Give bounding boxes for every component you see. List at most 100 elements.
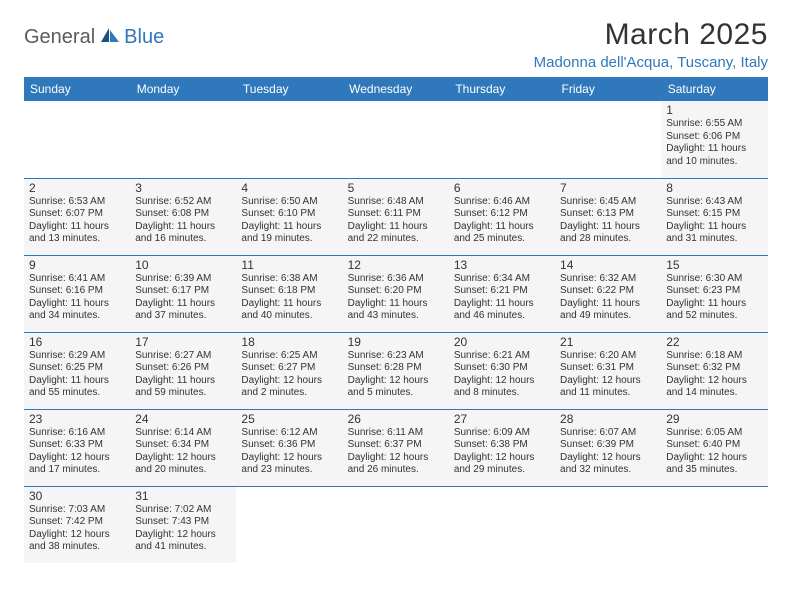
day-number: 12: [348, 258, 444, 272]
sunrise-text: Sunrise: 6:09 AM: [454, 427, 550, 440]
location-text: Madonna dell'Acqua, Tuscany, Italy: [534, 54, 768, 71]
day-number: 6: [454, 181, 550, 195]
day-number: 1: [666, 103, 762, 117]
calendar-week-row: 2Sunrise: 6:53 AMSunset: 6:07 PMDaylight…: [24, 178, 768, 255]
calendar-day-cell: 24Sunrise: 6:14 AMSunset: 6:34 PMDayligh…: [130, 409, 236, 486]
calendar-empty-cell: [236, 486, 342, 563]
calendar-day-cell: 5Sunrise: 6:48 AMSunset: 6:11 PMDaylight…: [343, 178, 449, 255]
day-number: 22: [666, 335, 762, 349]
daylight-text: Daylight: 11 hours and 10 minutes.: [666, 143, 762, 168]
sunset-text: Sunset: 6:10 PM: [241, 208, 337, 221]
day-number: 10: [135, 258, 231, 272]
daylight-text: Daylight: 11 hours and 40 minutes.: [241, 298, 337, 323]
day-number: 28: [560, 412, 656, 426]
daylight-text: Daylight: 11 hours and 19 minutes.: [241, 221, 337, 246]
weekday-header: Thursday: [449, 77, 555, 101]
sunrise-text: Sunrise: 6:23 AM: [348, 350, 444, 363]
calendar-empty-cell: [343, 101, 449, 178]
daylight-text: Daylight: 12 hours and 35 minutes.: [666, 452, 762, 477]
calendar-empty-cell: [24, 101, 130, 178]
weekday-header: Wednesday: [343, 77, 449, 101]
sunset-text: Sunset: 6:25 PM: [29, 362, 125, 375]
daylight-text: Daylight: 12 hours and 41 minutes.: [135, 529, 231, 554]
daylight-text: Daylight: 12 hours and 29 minutes.: [454, 452, 550, 477]
sunset-text: Sunset: 6:26 PM: [135, 362, 231, 375]
sunrise-text: Sunrise: 6:07 AM: [560, 427, 656, 440]
sunrise-text: Sunrise: 6:36 AM: [348, 273, 444, 286]
weekday-header: Monday: [130, 77, 236, 101]
sunset-text: Sunset: 6:11 PM: [348, 208, 444, 221]
sunrise-text: Sunrise: 6:11 AM: [348, 427, 444, 440]
sunrise-text: Sunrise: 6:34 AM: [454, 273, 550, 286]
sunset-text: Sunset: 6:07 PM: [29, 208, 125, 221]
calendar-day-cell: 18Sunrise: 6:25 AMSunset: 6:27 PMDayligh…: [236, 332, 342, 409]
sunset-text: Sunset: 6:36 PM: [241, 439, 337, 452]
day-number: 4: [241, 181, 337, 195]
day-number: 13: [454, 258, 550, 272]
daylight-text: Daylight: 12 hours and 17 minutes.: [29, 452, 125, 477]
calendar-day-cell: 11Sunrise: 6:38 AMSunset: 6:18 PMDayligh…: [236, 255, 342, 332]
daylight-text: Daylight: 12 hours and 32 minutes.: [560, 452, 656, 477]
calendar-day-cell: 14Sunrise: 6:32 AMSunset: 6:22 PMDayligh…: [555, 255, 661, 332]
weekday-header: Sunday: [24, 77, 130, 101]
sunset-text: Sunset: 6:32 PM: [666, 362, 762, 375]
calendar-empty-cell: [449, 486, 555, 563]
daylight-text: Daylight: 11 hours and 22 minutes.: [348, 221, 444, 246]
calendar-day-cell: 1Sunrise: 6:55 AMSunset: 6:06 PMDaylight…: [661, 101, 767, 178]
calendar-day-cell: 22Sunrise: 6:18 AMSunset: 6:32 PMDayligh…: [661, 332, 767, 409]
day-number: 23: [29, 412, 125, 426]
sunset-text: Sunset: 6:22 PM: [560, 285, 656, 298]
calendar-day-cell: 10Sunrise: 6:39 AMSunset: 6:17 PMDayligh…: [130, 255, 236, 332]
sunset-text: Sunset: 6:38 PM: [454, 439, 550, 452]
day-number: 7: [560, 181, 656, 195]
daylight-text: Daylight: 11 hours and 28 minutes.: [560, 221, 656, 246]
sunrise-text: Sunrise: 7:03 AM: [29, 504, 125, 517]
calendar-empty-cell: [449, 101, 555, 178]
daylight-text: Daylight: 11 hours and 37 minutes.: [135, 298, 231, 323]
sunset-text: Sunset: 6:13 PM: [560, 208, 656, 221]
day-number: 30: [29, 489, 125, 503]
day-number: 2: [29, 181, 125, 195]
logo: General Blue: [24, 18, 164, 49]
daylight-text: Daylight: 11 hours and 16 minutes.: [135, 221, 231, 246]
calendar-empty-cell: [130, 101, 236, 178]
sunset-text: Sunset: 6:28 PM: [348, 362, 444, 375]
sunrise-text: Sunrise: 6:30 AM: [666, 273, 762, 286]
calendar-day-cell: 15Sunrise: 6:30 AMSunset: 6:23 PMDayligh…: [661, 255, 767, 332]
day-number: 18: [241, 335, 337, 349]
daylight-text: Daylight: 11 hours and 49 minutes.: [560, 298, 656, 323]
sunrise-text: Sunrise: 6:05 AM: [666, 427, 762, 440]
daylight-text: Daylight: 11 hours and 52 minutes.: [666, 298, 762, 323]
month-title: March 2025: [534, 18, 768, 52]
sunrise-text: Sunrise: 6:38 AM: [241, 273, 337, 286]
calendar-day-cell: 20Sunrise: 6:21 AMSunset: 6:30 PMDayligh…: [449, 332, 555, 409]
calendar-day-cell: 29Sunrise: 6:05 AMSunset: 6:40 PMDayligh…: [661, 409, 767, 486]
day-number: 27: [454, 412, 550, 426]
daylight-text: Daylight: 12 hours and 5 minutes.: [348, 375, 444, 400]
calendar-body: 1Sunrise: 6:55 AMSunset: 6:06 PMDaylight…: [24, 101, 768, 563]
sunset-text: Sunset: 6:37 PM: [348, 439, 444, 452]
calendar-empty-cell: [555, 486, 661, 563]
daylight-text: Daylight: 11 hours and 59 minutes.: [135, 375, 231, 400]
calendar-day-cell: 12Sunrise: 6:36 AMSunset: 6:20 PMDayligh…: [343, 255, 449, 332]
daylight-text: Daylight: 12 hours and 23 minutes.: [241, 452, 337, 477]
sunrise-text: Sunrise: 6:52 AM: [135, 196, 231, 209]
day-number: 11: [241, 258, 337, 272]
calendar-day-cell: 19Sunrise: 6:23 AMSunset: 6:28 PMDayligh…: [343, 332, 449, 409]
daylight-text: Daylight: 11 hours and 13 minutes.: [29, 221, 125, 246]
daylight-text: Daylight: 12 hours and 14 minutes.: [666, 375, 762, 400]
sunset-text: Sunset: 6:39 PM: [560, 439, 656, 452]
sunset-text: Sunset: 6:20 PM: [348, 285, 444, 298]
calendar-week-row: 1Sunrise: 6:55 AMSunset: 6:06 PMDaylight…: [24, 101, 768, 178]
calendar-page: General Blue March 2025 Madonna dell'Acq…: [0, 0, 792, 581]
sunset-text: Sunset: 6:33 PM: [29, 439, 125, 452]
logo-text-blue: Blue: [124, 26, 164, 49]
calendar-day-cell: 6Sunrise: 6:46 AMSunset: 6:12 PMDaylight…: [449, 178, 555, 255]
sunset-text: Sunset: 6:27 PM: [241, 362, 337, 375]
sunset-text: Sunset: 6:21 PM: [454, 285, 550, 298]
sunrise-text: Sunrise: 6:29 AM: [29, 350, 125, 363]
daylight-text: Daylight: 12 hours and 38 minutes.: [29, 529, 125, 554]
calendar-day-cell: 30Sunrise: 7:03 AMSunset: 7:42 PMDayligh…: [24, 486, 130, 563]
sunset-text: Sunset: 6:31 PM: [560, 362, 656, 375]
weekday-header: Tuesday: [236, 77, 342, 101]
